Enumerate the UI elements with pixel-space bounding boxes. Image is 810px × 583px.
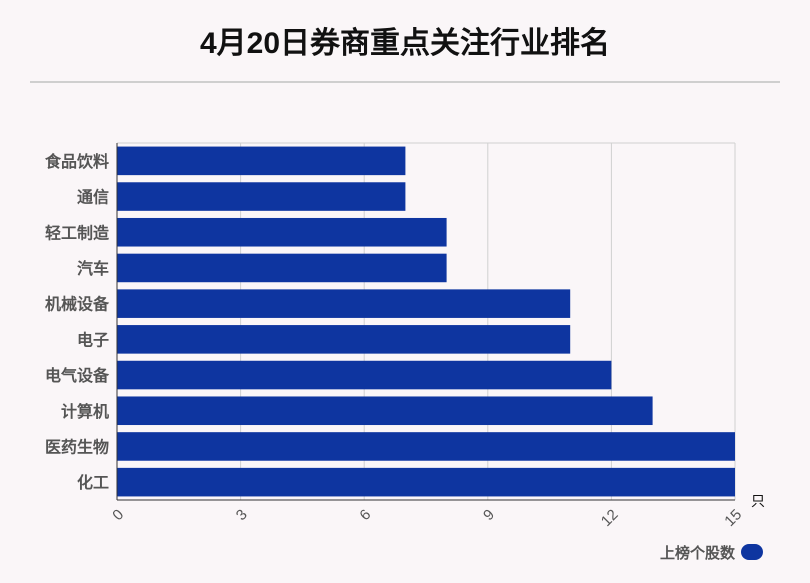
category-label-0: 食品饮料 xyxy=(44,152,109,171)
category-label-1: 通信 xyxy=(77,188,109,207)
title-divider xyxy=(30,81,780,83)
bar-2 xyxy=(117,217,447,247)
x-tick-label-5: 15 xyxy=(721,506,745,530)
bar-0 xyxy=(117,146,406,176)
legend[interactable]: 上榜个股数 xyxy=(660,540,764,564)
x-axis-unit: 只 xyxy=(751,493,765,509)
category-label-2: 轻工制造 xyxy=(45,223,110,242)
bar-7 xyxy=(117,396,653,426)
chart-title: 4月20日券商重点关注行业排名 xyxy=(199,27,611,60)
bar-1 xyxy=(117,182,406,211)
category-label-3: 汽车 xyxy=(77,259,109,278)
bar-6 xyxy=(117,360,612,390)
category-label-4: 机械设备 xyxy=(45,295,110,314)
category-label-9: 化工 xyxy=(77,473,109,492)
x-tick-label-1: 3 xyxy=(233,506,251,524)
bar-9 xyxy=(117,467,735,497)
x-tick-label-3: 9 xyxy=(480,506,498,524)
legend-label: 上榜个股数 xyxy=(660,544,736,562)
bar-8 xyxy=(117,432,735,461)
bar-5 xyxy=(117,325,571,354)
bar-3 xyxy=(117,253,447,283)
bar-4 xyxy=(117,289,571,318)
category-label-8: 医药生物 xyxy=(45,437,109,456)
category-label-6: 电气设备 xyxy=(45,366,110,385)
category-label-7: 计算机 xyxy=(61,402,109,421)
x-tick-label-0: 0 xyxy=(109,506,127,524)
x-tick-label-4: 12 xyxy=(598,506,622,530)
legend-swatch[interactable] xyxy=(741,544,764,560)
category-label-5: 电子 xyxy=(77,330,109,349)
x-tick-label-2: 6 xyxy=(356,506,374,524)
